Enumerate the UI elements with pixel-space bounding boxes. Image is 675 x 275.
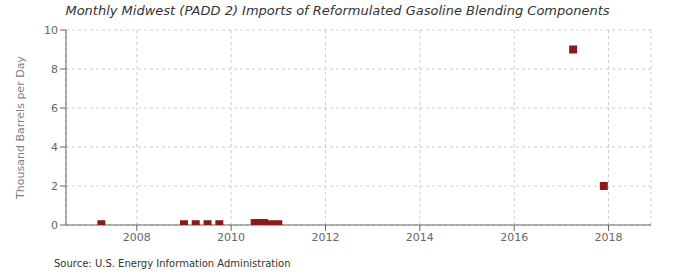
- svg-text:4: 4: [51, 141, 58, 154]
- svg-text:6: 6: [51, 102, 58, 115]
- svg-text:2: 2: [51, 180, 58, 193]
- svg-text:0: 0: [51, 219, 58, 232]
- svg-text:10: 10: [44, 24, 58, 37]
- svg-text:8: 8: [51, 63, 58, 76]
- svg-text:Thousand Barrels per Day: Thousand Barrels per Day: [14, 56, 27, 200]
- svg-text:2012: 2012: [311, 231, 339, 244]
- svg-text:2016: 2016: [500, 231, 528, 244]
- svg-text:2014: 2014: [406, 231, 434, 244]
- svg-text:2018: 2018: [595, 231, 623, 244]
- svg-text:2010: 2010: [217, 231, 245, 244]
- html-text:Source: U.S. Energy Informatio: Source: U.S. Energy Information Administ…: [54, 258, 291, 269]
- html-text:Monthly Midwest (PADD 2) Impor: Monthly Midwest (PADD 2) Imports of Refo…: [65, 3, 610, 18]
- svg-text:2008: 2008: [123, 231, 151, 244]
